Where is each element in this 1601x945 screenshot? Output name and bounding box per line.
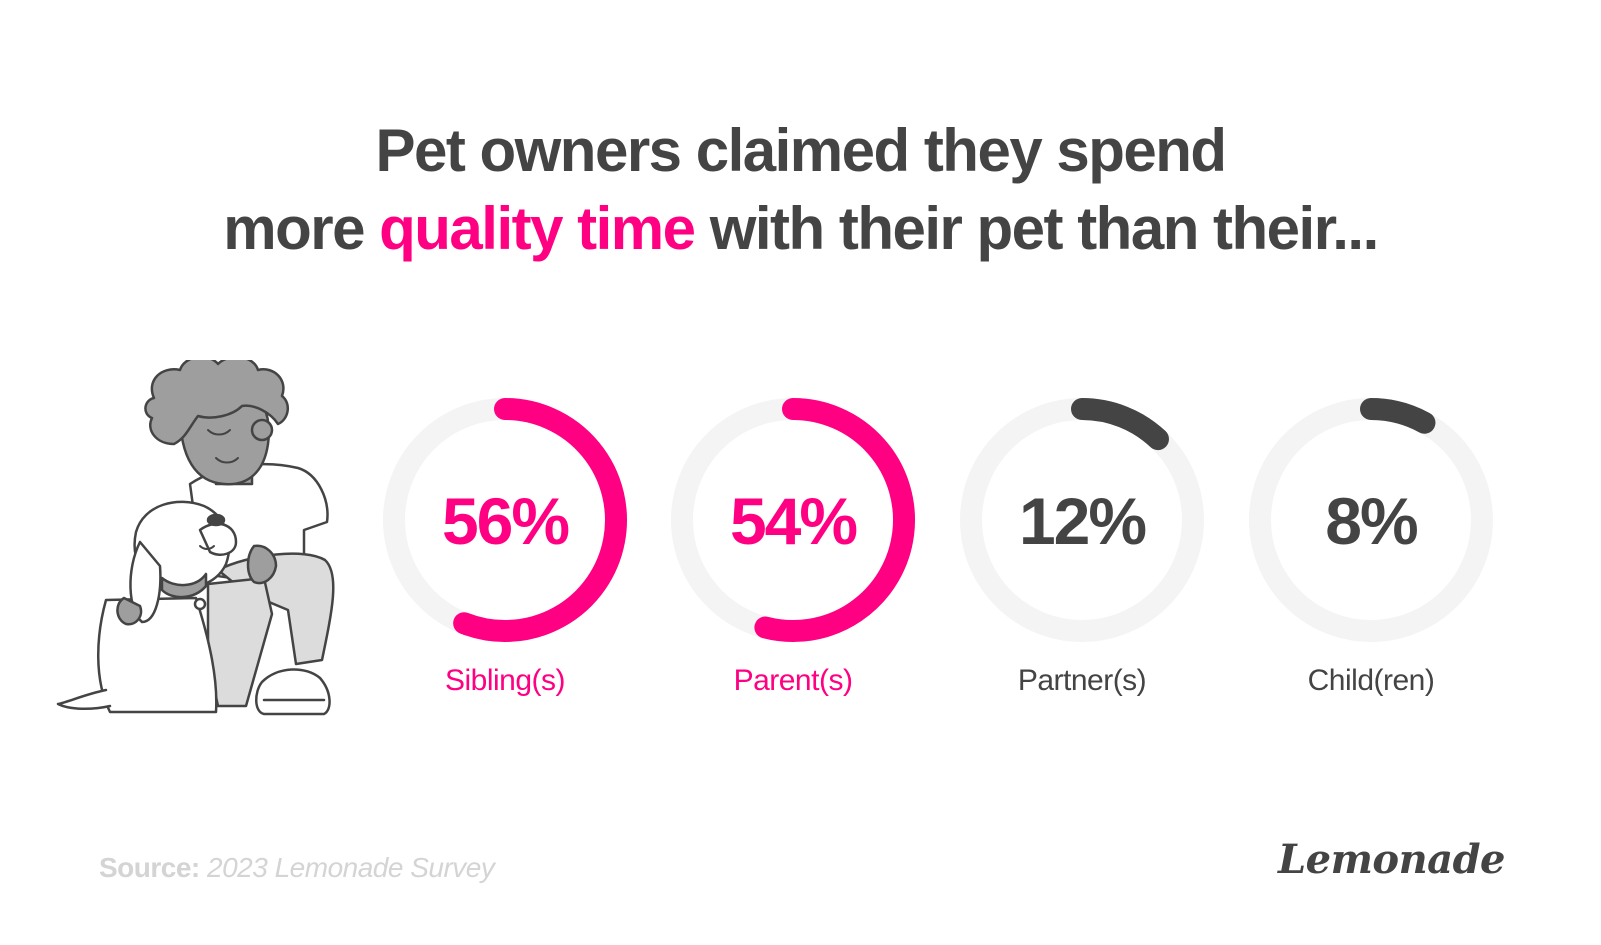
donut-3: 12% (960, 398, 1204, 642)
donut-category-label: Partner(s) (1017, 664, 1147, 697)
donut-arc (1071, 398, 1169, 451)
title-highlight: quality time (379, 195, 696, 262)
donut-4: 8% (1249, 398, 1493, 642)
donut-category-label: Parent(s) (733, 664, 853, 697)
donut-value-label: 12% (1019, 484, 1145, 558)
source-note: Source: 2023 Lemonade Survey (99, 852, 495, 884)
donut-arc (453, 398, 627, 642)
donut-value-label: 56% (442, 484, 568, 558)
donut-category-label: Child(ren) (1307, 664, 1435, 697)
donut-arc (754, 398, 916, 642)
title-line-2-start: more (223, 195, 380, 262)
title-line-2-end: with their pet than their... (694, 195, 1380, 262)
donut-category-label: Sibling(s) (444, 664, 566, 697)
donut-2: 54% (671, 398, 916, 642)
source-name: 2023 Lemonade Survey (207, 852, 495, 883)
source-label: Source: (99, 852, 200, 883)
person-hugging-dog-icon (56, 360, 335, 716)
donut-value-label: 54% (730, 484, 856, 558)
donut-arc (1360, 398, 1436, 434)
donut-value-label: 8% (1325, 484, 1417, 558)
title-line-1: Pet owners claimed they spend (375, 117, 1227, 184)
donut-1: 56% (383, 398, 627, 642)
brand-logo: Lemonade (1278, 836, 1506, 883)
chart-title: Pet owners claimed they spend more quali… (0, 112, 1601, 268)
